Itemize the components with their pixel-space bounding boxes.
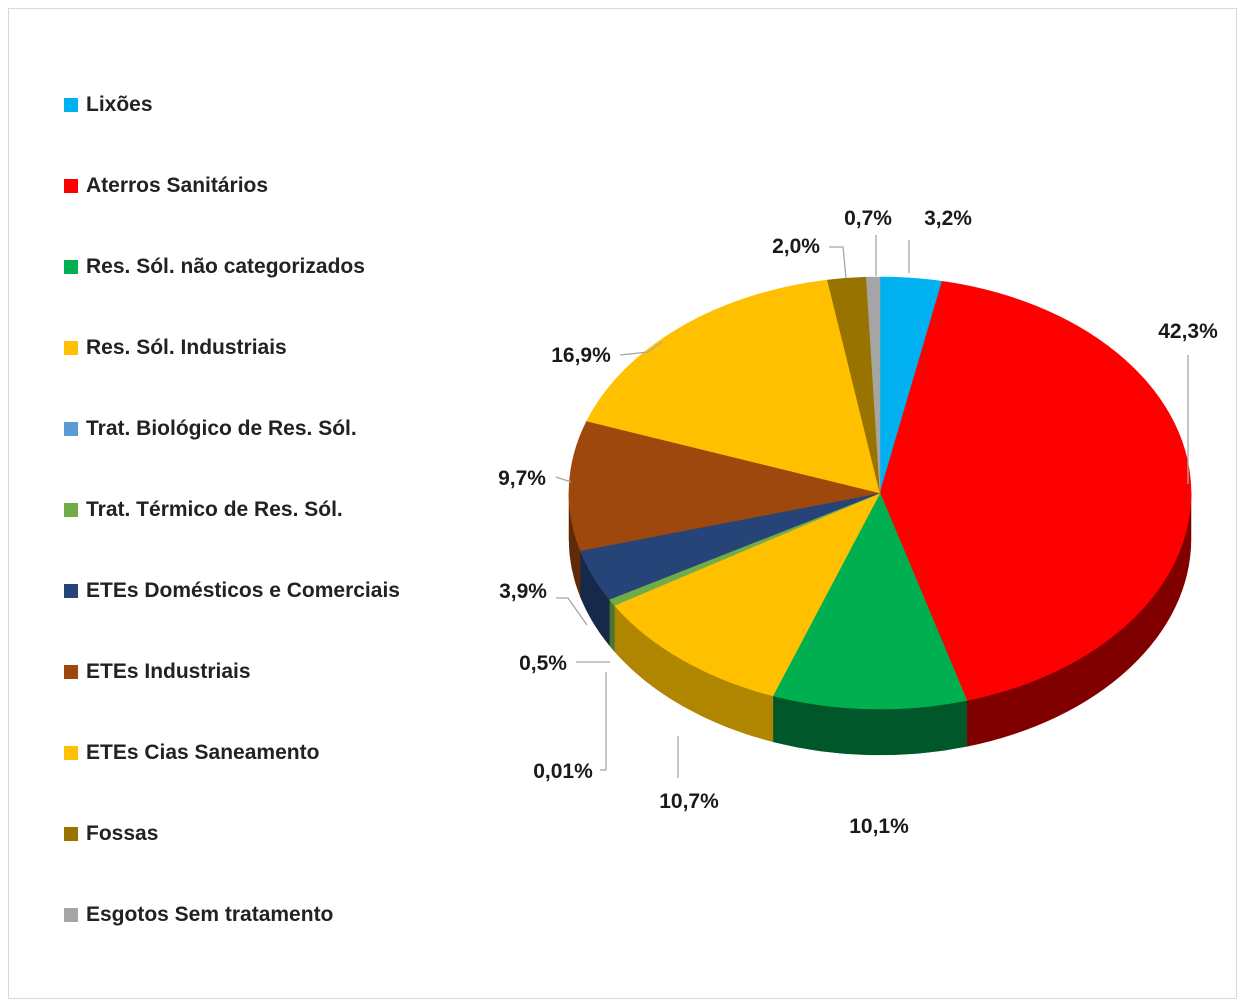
legend-label: Aterros Sanitários bbox=[86, 174, 269, 197]
legend-label: Trat. Biológico de Res. Sól. bbox=[86, 417, 357, 440]
pie-side-walls bbox=[568, 492, 1192, 756]
data-label: 42,3% bbox=[1158, 320, 1218, 343]
legend-swatch bbox=[64, 179, 78, 193]
legend-item-trat-biologico: Trat. Biológico de Res. Sól. bbox=[64, 414, 357, 444]
pie-slice-etes-industriais bbox=[568, 420, 881, 551]
legend-swatch bbox=[64, 827, 78, 841]
legend-item-fossas: Fossas bbox=[64, 819, 158, 849]
data-label: 10,7% bbox=[659, 790, 719, 813]
legend-item-etes-domesticos: ETEs Domésticos e Comerciais bbox=[64, 576, 400, 606]
legend-label: Esgotos Sem tratamento bbox=[86, 903, 334, 926]
legend-swatch bbox=[64, 746, 78, 760]
legend-label: ETEs Domésticos e Comerciais bbox=[86, 579, 400, 602]
legend-swatch bbox=[64, 422, 78, 436]
pie-slice-esgotos-sem-tratamento bbox=[866, 276, 881, 494]
legend-swatch bbox=[64, 503, 78, 517]
leader-line bbox=[600, 672, 607, 771]
legend-item-trat-termico: Trat. Térmico de Res. Sól. bbox=[64, 495, 343, 525]
legend-item-res-sol-industriais: Res. Sól. Industriais bbox=[64, 333, 287, 363]
legend-item-aterros-sanitarios: Aterros Sanitários bbox=[64, 171, 268, 201]
legend-label: Res. Sól. Industriais bbox=[86, 336, 287, 359]
data-label: 10,1% bbox=[849, 815, 909, 838]
pie-slice-res-sol-industriais bbox=[613, 492, 881, 697]
legend-swatch bbox=[64, 584, 78, 598]
data-label: 3,2% bbox=[924, 207, 972, 230]
leader-line bbox=[619, 341, 663, 356]
legend-swatch bbox=[64, 260, 78, 274]
pie-slice-etes-cias-saneamento bbox=[586, 279, 881, 494]
leader-line bbox=[555, 476, 572, 483]
data-label: 0,01% bbox=[533, 760, 593, 783]
legend-item-lixoes: Lixões bbox=[64, 90, 153, 120]
legend-swatch bbox=[64, 665, 78, 679]
legend-swatch bbox=[64, 98, 78, 112]
legend-swatch bbox=[64, 341, 78, 355]
pie-slice-aterros-sanitarios bbox=[879, 281, 1192, 701]
pie-slices bbox=[568, 276, 1192, 710]
pie-side-trat-termico-de-res-sol bbox=[609, 598, 615, 652]
legend-label: Fossas bbox=[86, 822, 159, 845]
pie-slice-res-sol-nao-categorizados bbox=[772, 492, 968, 710]
data-label: 0,5% bbox=[519, 652, 567, 675]
data-label: 9,7% bbox=[498, 467, 546, 490]
data-label: 16,9% bbox=[551, 344, 611, 367]
legend-item-etes-cias-saneamento: ETEs Cias Saneamento bbox=[64, 738, 319, 768]
data-label: 2,0% bbox=[772, 235, 820, 258]
legend-label: ETEs Industriais bbox=[86, 660, 251, 683]
leader-line bbox=[556, 597, 588, 626]
data-labels: 3,2% 42,3% 10,1% 10,7% 0,01% 0,5% 3,9% 9,7% 16,9… bbox=[498, 207, 1218, 838]
legend-item-esgotos-sem-tratamento: Esgotos Sem tratamento bbox=[64, 900, 333, 930]
legend-label: ETEs Cias Saneamento bbox=[86, 741, 320, 764]
data-label: 3,9% bbox=[499, 580, 547, 603]
leader-line bbox=[829, 246, 847, 279]
legend-label: Lixões bbox=[86, 93, 153, 116]
legend-item-etes-industriais: ETEs Industriais bbox=[64, 657, 251, 687]
legend-label: Trat. Térmico de Res. Sól. bbox=[86, 498, 343, 521]
data-label: 0,7% bbox=[844, 207, 892, 230]
legend-item-res-sol-nao-categorizados: Res. Sól. não categorizados bbox=[64, 252, 365, 282]
legend-swatch bbox=[64, 908, 78, 922]
legend-label: Res. Sól. não categorizados bbox=[86, 255, 365, 278]
